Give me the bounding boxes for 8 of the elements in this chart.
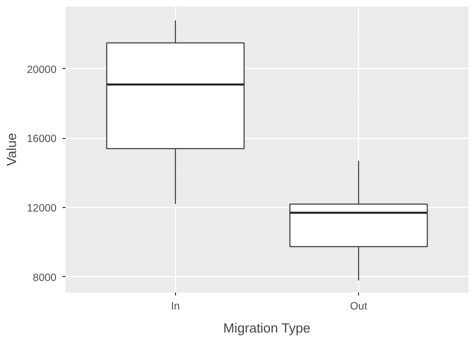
x-tick-label: In <box>170 300 180 312</box>
y-tick-label: 20000 <box>26 64 57 76</box>
y-tick-label: 16000 <box>26 133 57 146</box>
x-tick-label: Out <box>350 300 368 312</box>
y-tick-label: 8000 <box>32 272 57 284</box>
x-axis-title: Migration Type <box>223 320 310 336</box>
y-axis-title: Value <box>4 132 19 166</box>
y-tick-label: 12000 <box>26 202 57 215</box>
